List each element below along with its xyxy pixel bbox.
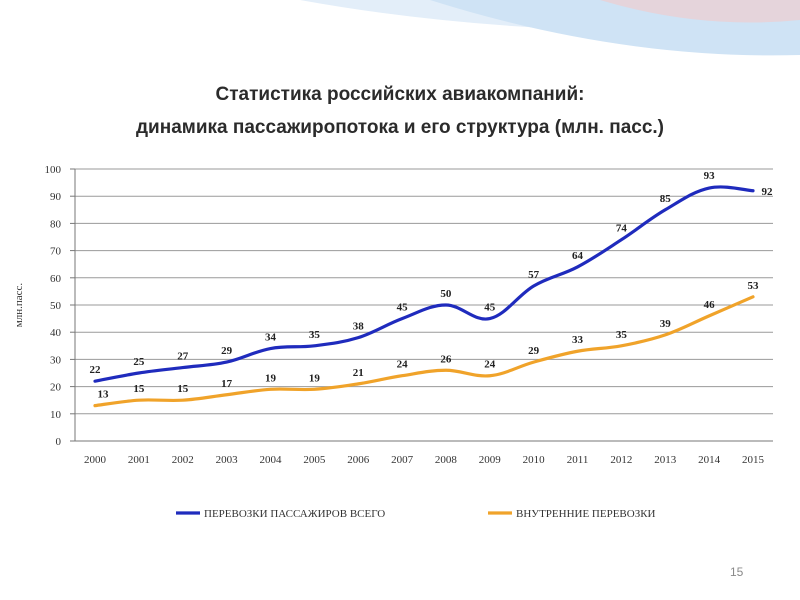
data-label: 39	[660, 318, 672, 330]
x-tick-label: 2009	[479, 454, 502, 466]
chart-title-line2: динамика пассажиропотока и его структура…	[135, 117, 665, 138]
data-label: 19	[265, 372, 277, 384]
grid-lines	[75, 168, 773, 415]
x-tick-label: 2011	[567, 454, 589, 466]
data-label: 26	[440, 353, 452, 365]
x-tick-label: 2002	[172, 454, 194, 466]
data-label: 19	[309, 372, 321, 384]
series-line-0	[93, 185, 755, 383]
x-tick-label: 2015	[742, 454, 765, 466]
y-axis-ticks: 0 10 20 30 40 50 60 70 80 90 100	[45, 164, 75, 448]
data-label: 74	[616, 223, 628, 235]
y-tick-label: 60	[50, 273, 62, 285]
data-label: 17	[221, 378, 233, 390]
x-tick-label: 2004	[259, 454, 282, 466]
y-tick-label: 40	[50, 327, 62, 339]
data-label: 35	[309, 329, 321, 341]
data-label: 34	[265, 332, 277, 344]
x-tick-label: 2005	[303, 454, 326, 466]
y-tick-label: 90	[50, 191, 62, 203]
chart-title-line1: Статистика российских авиакомпаний:	[215, 84, 585, 105]
data-label: 13	[98, 389, 110, 401]
x-tick-label: 2007	[391, 454, 414, 466]
y-tick-label: 0	[56, 436, 62, 448]
data-label: 38	[353, 321, 365, 333]
data-label: 24	[484, 359, 496, 371]
x-tick-label: 2003	[216, 454, 239, 466]
page-number: 15	[730, 565, 744, 579]
data-label: 50	[440, 288, 452, 300]
data-label: 53	[748, 280, 760, 292]
series-lines	[93, 185, 755, 408]
x-tick-label: 2008	[435, 454, 458, 466]
data-label: 22	[90, 364, 102, 376]
x-tick-label: 2014	[698, 454, 721, 466]
data-label: 25	[133, 356, 145, 368]
x-tick-label: 2013	[654, 454, 677, 466]
legend: ПЕРЕВОЗКИ ПАССАЖИРОВ ВСЕГО ВНУТРЕННИЕ ПЕР…	[176, 508, 656, 520]
series-line-1	[93, 295, 755, 408]
decor-wave-pink	[600, 0, 800, 23]
data-label: 35	[616, 329, 628, 341]
data-label: 29	[528, 345, 540, 357]
data-label: 45	[484, 302, 496, 314]
data-label: 93	[704, 170, 716, 182]
data-label: 45	[397, 302, 409, 314]
y-tick-label: 50	[50, 300, 62, 312]
y-tick-label: 70	[50, 246, 62, 258]
legend-label-0: ПЕРЕВОЗКИ ПАССАЖИРОВ ВСЕГО	[204, 508, 385, 520]
data-label: 21	[353, 367, 364, 379]
data-label: 33	[572, 334, 584, 346]
data-label: 85	[660, 193, 672, 205]
y-tick-label: 80	[50, 218, 62, 230]
y-tick-label: 100	[45, 164, 62, 176]
data-label: 57	[528, 269, 540, 281]
x-axis-ticks: 2000 2001 2002 2003 2004 2005 2006 2007 2008 2009…	[84, 454, 765, 466]
data-label: 92	[762, 186, 774, 198]
data-label: 27	[177, 351, 189, 363]
x-tick-label: 2012	[610, 454, 632, 466]
y-axis-label: млн.пасс.	[13, 283, 25, 328]
y-tick-label: 10	[50, 409, 62, 421]
data-label: 29	[221, 345, 233, 357]
data-labels: 22 25 27 29 34 35 38 45 50 45 57 64 74 85 93 92 13 15 15 17…	[90, 170, 774, 401]
y-tick-label: 20	[50, 382, 62, 394]
x-tick-label: 2000	[84, 454, 107, 466]
data-label: 24	[397, 359, 409, 371]
x-tick-label: 2006	[347, 454, 370, 466]
data-label: 46	[704, 299, 716, 311]
x-tick-label: 2010	[523, 454, 546, 466]
y-tick-label: 30	[50, 354, 62, 366]
legend-label-1: ВНУТРЕННИЕ ПЕРЕВОЗКИ	[516, 508, 656, 520]
data-label: 15	[177, 383, 189, 395]
data-label: 15	[133, 383, 145, 395]
data-label: 64	[572, 250, 584, 262]
x-tick-label: 2001	[128, 454, 150, 466]
